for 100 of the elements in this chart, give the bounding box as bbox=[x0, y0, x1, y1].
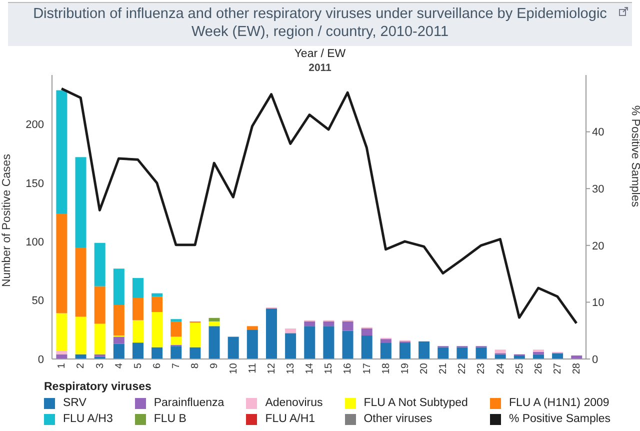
bar bbox=[208, 318, 220, 322]
y2-tick-label: 0 bbox=[592, 354, 598, 366]
bar bbox=[132, 320, 144, 343]
x-tick-label: 10 bbox=[228, 362, 240, 374]
bar bbox=[75, 316, 86, 354]
bar bbox=[285, 328, 296, 334]
y-tick-label: 150 bbox=[26, 178, 44, 190]
bar bbox=[94, 286, 106, 324]
x-tick-label: 14 bbox=[304, 362, 316, 374]
y-axis-title: Number of Positive Cases bbox=[1, 154, 14, 287]
legend-label: SRV bbox=[63, 397, 86, 409]
bar bbox=[342, 321, 354, 331]
x-tick-label: 16 bbox=[342, 362, 354, 374]
bar bbox=[380, 342, 392, 359]
y2-tick-label: 10 bbox=[592, 297, 604, 310]
y2-tick-label: 20 bbox=[592, 240, 604, 252]
x-axis-title: Year / EW bbox=[293, 48, 347, 62]
x-tick-label: 22 bbox=[457, 362, 468, 374]
y-tick-label: 100 bbox=[26, 236, 44, 249]
bar bbox=[246, 330, 258, 359]
x-tick-label: 18 bbox=[380, 362, 392, 374]
x-tick-label: 5 bbox=[132, 362, 144, 369]
bar bbox=[361, 336, 372, 359]
bar bbox=[132, 278, 144, 298]
bar bbox=[476, 347, 487, 359]
x-tick-label: 6 bbox=[152, 362, 163, 369]
bar bbox=[56, 90, 68, 214]
bar bbox=[246, 326, 258, 330]
y2-axis-title: % Positive Samples bbox=[628, 105, 640, 208]
bar bbox=[399, 342, 410, 359]
bar bbox=[532, 352, 544, 354]
y2-tick-label: 30 bbox=[592, 184, 604, 196]
line-series bbox=[60, 87, 578, 324]
bar bbox=[438, 347, 449, 359]
legend-label: FLU B bbox=[154, 413, 186, 425]
legend-title: Respiratory viruses bbox=[44, 381, 152, 393]
chart-title: Distribution of influenza and other respiratory viruses under surveillance by Epidemiologic Week (EW), region / country, 2010-2011 bbox=[33, 6, 607, 40]
bar bbox=[152, 293, 163, 297]
bar bbox=[494, 350, 506, 354]
x-tick-label: 20 bbox=[418, 362, 430, 374]
bar bbox=[552, 353, 564, 359]
x-tick-label: 26 bbox=[533, 362, 544, 374]
bar bbox=[208, 326, 220, 359]
bar bbox=[361, 328, 372, 336]
x-tick-label: 24 bbox=[495, 362, 506, 374]
bar bbox=[75, 157, 86, 248]
x-tick-label: 9 bbox=[209, 362, 220, 369]
bar bbox=[132, 298, 144, 320]
bar bbox=[304, 321, 316, 326]
bar bbox=[228, 336, 239, 359]
y2-tick-label: 40 bbox=[592, 126, 604, 139]
x-tick-label: 27 bbox=[552, 362, 564, 374]
bar bbox=[190, 322, 201, 348]
bar bbox=[152, 347, 163, 359]
legend-label: % Positive Samples bbox=[508, 413, 611, 425]
bar bbox=[380, 339, 392, 343]
legend-label: Parainfluenza bbox=[154, 397, 224, 409]
x-tick-label: 21 bbox=[438, 362, 450, 374]
bar bbox=[113, 305, 124, 336]
x-tick-label: 2 bbox=[76, 362, 87, 369]
x-tick-label: 7 bbox=[171, 362, 182, 369]
bar bbox=[113, 268, 124, 306]
x-tick-label: 23 bbox=[476, 362, 488, 374]
x-tick-label: 4 bbox=[114, 362, 125, 369]
bar bbox=[266, 308, 277, 359]
x-tick-label: 1 bbox=[56, 362, 68, 369]
legend-label: FLU A (H1N1) 2009 bbox=[508, 397, 610, 409]
bar bbox=[56, 213, 68, 314]
y-tick-label: 200 bbox=[26, 119, 44, 132]
bar bbox=[170, 321, 182, 337]
legend-label: FLU A Not Subtyped bbox=[364, 397, 468, 409]
bar bbox=[94, 242, 106, 286]
bar bbox=[456, 347, 468, 359]
bar bbox=[418, 341, 430, 359]
x-tick-label: 3 bbox=[94, 362, 106, 369]
bar bbox=[170, 346, 182, 359]
legend-label: FLU A/H3 bbox=[63, 413, 113, 425]
x-tick-label: 12 bbox=[266, 362, 278, 374]
x-tick-label: 13 bbox=[285, 362, 296, 374]
x-tick-label: 15 bbox=[324, 362, 335, 374]
bar bbox=[152, 296, 163, 312]
bar bbox=[304, 326, 316, 359]
x-tick-label: 8 bbox=[190, 362, 202, 369]
bar bbox=[56, 313, 68, 351]
x-tick-label: 19 bbox=[400, 362, 411, 374]
bar bbox=[113, 344, 124, 359]
y-tick-label: 0 bbox=[38, 354, 44, 366]
bar bbox=[132, 342, 144, 359]
bar bbox=[342, 330, 354, 359]
bar bbox=[323, 321, 334, 326]
x-tick-label: 25 bbox=[514, 362, 526, 374]
y-tick-label: 50 bbox=[32, 295, 44, 308]
legend-label: FLU A/H1 bbox=[265, 413, 316, 425]
text: 2011 bbox=[308, 62, 332, 76]
bar bbox=[56, 350, 68, 354]
x-tick-label: 17 bbox=[362, 362, 373, 374]
x-tick-label: 11 bbox=[247, 362, 258, 374]
legend-label: Other viruses bbox=[364, 413, 432, 425]
bar bbox=[285, 333, 296, 359]
bar bbox=[208, 321, 220, 326]
